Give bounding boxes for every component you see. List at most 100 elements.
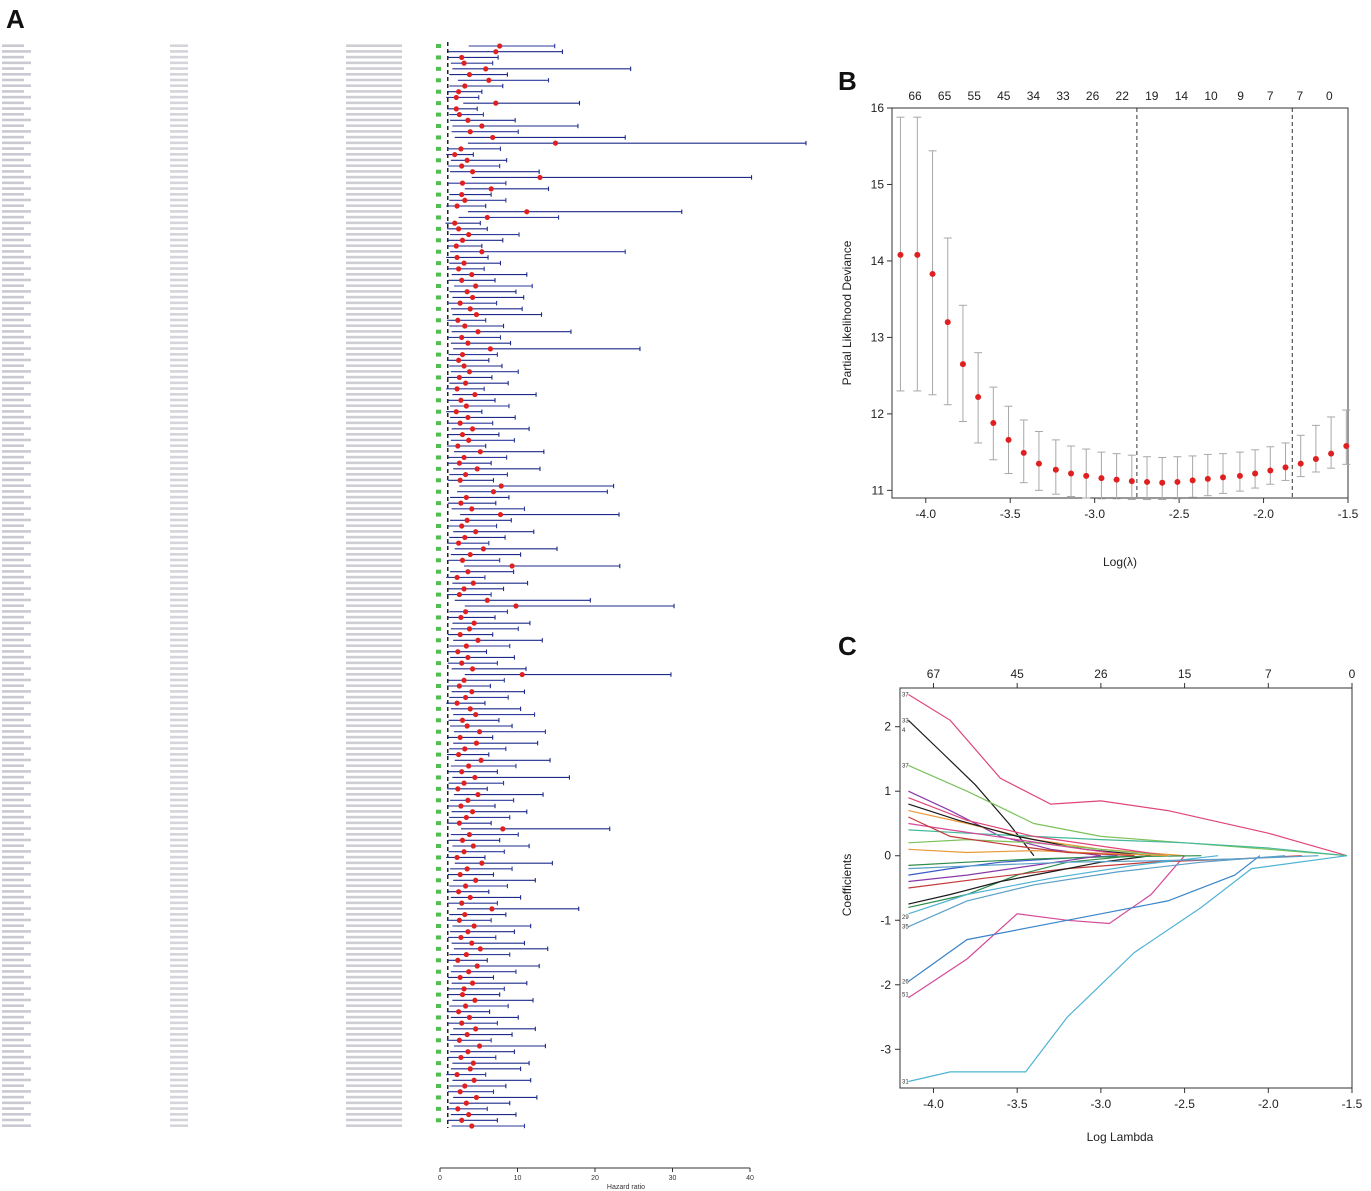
forest-hr-point: [459, 351, 466, 358]
forest-row-pvalue: [170, 661, 188, 665]
forest-row-pvalue: [170, 627, 188, 630]
forest-hr-point: [477, 449, 483, 455]
forest-row-marker: [436, 844, 441, 848]
forest-hr-point: [478, 757, 484, 763]
forest-row-hr-text: [346, 621, 402, 625]
forest-hr-point: [456, 889, 462, 895]
forest-row-hr-text: [346, 164, 402, 167]
forest-row-hr-text: [346, 55, 402, 59]
forest-hr-point: [457, 734, 463, 741]
forest-row-name: [2, 844, 24, 847]
forest-row-pvalue: [170, 272, 188, 276]
forest-row-pvalue: [170, 170, 188, 173]
forest-row-name: [2, 1078, 31, 1082]
forest-row-marker: [436, 969, 441, 974]
forest-hr-point: [458, 934, 464, 941]
coef-y-tick-label: 2: [884, 720, 891, 734]
cv-point: [1328, 450, 1335, 457]
forest-row-hr-text: [346, 1021, 402, 1025]
forest-row-hr-text: [346, 970, 402, 973]
forest-row-pvalue: [170, 295, 188, 299]
forest-row-name: [2, 770, 31, 773]
forest-row-pvalue: [170, 432, 188, 436]
forest-hr-point: [459, 277, 465, 283]
cv-point: [1343, 443, 1350, 449]
forest-row-name: [2, 118, 31, 122]
forest-hr-point: [456, 591, 462, 598]
forest-row-name: [2, 781, 31, 785]
forest-row-name: [2, 335, 31, 339]
forest-hr-point: [462, 746, 468, 752]
forest-row-pvalue: [170, 175, 188, 179]
forest-row-pvalue: [170, 461, 188, 465]
forest-row-pvalue: [170, 958, 188, 962]
forest-row-name: [2, 552, 31, 556]
forest-row-hr-text: [346, 655, 402, 659]
forest-row-pvalue: [170, 364, 188, 367]
forest-row-marker: [436, 1106, 441, 1111]
forest-row-marker: [436, 855, 441, 860]
forest-row-marker: [436, 1118, 441, 1123]
forest-row-marker: [436, 1095, 441, 1100]
cv-point: [944, 319, 951, 326]
forest-row-name: [2, 381, 31, 385]
forest-hr-point: [465, 117, 471, 123]
forest-hr-point: [459, 180, 466, 186]
forest-hr-point: [456, 540, 462, 546]
forest-row-name: [2, 798, 24, 802]
cv-x-axis-title: Log(λ): [1103, 555, 1137, 569]
forest-row-marker: [436, 695, 441, 700]
forest-rows: [445, 43, 807, 1129]
forest-row-hr-text: [346, 987, 402, 990]
forest-row-name: [2, 415, 31, 419]
forest-row-marker: [436, 809, 441, 814]
forest-row-hr-text: [346, 975, 402, 979]
forest-row-name: [2, 1044, 31, 1047]
forest-row-pvalue: [170, 752, 188, 756]
forest-row-pvalue: [170, 644, 188, 647]
forest-hr-point: [466, 71, 473, 78]
forest-row-marker: [436, 958, 441, 963]
forest-row-hr-text: [346, 832, 402, 836]
forest-hr-point: [454, 1071, 460, 1078]
forest-row-marker: [436, 752, 441, 757]
forest-row-name: [2, 1124, 31, 1127]
cv-top-tick-label: 0: [1326, 89, 1333, 103]
forest-row-hr-text: [346, 547, 402, 550]
forest-row-marker: [436, 626, 441, 631]
forest-row-hr-text: [346, 318, 402, 322]
forest-row-name: [2, 610, 31, 613]
forest-row-name: [2, 450, 31, 453]
forest-row-pvalue: [170, 370, 188, 373]
forest-row-hr-text: [346, 421, 402, 425]
forest-hr-point: [456, 917, 462, 923]
coef-left-label: 37: [902, 692, 909, 698]
forest-hr-point: [473, 740, 480, 746]
forest-row-hr-text: [346, 1118, 402, 1122]
forest-row-pvalue: [170, 444, 188, 447]
forest-row-hr-text: [346, 244, 402, 247]
forest-row-pvalue: [170, 1027, 188, 1030]
cv-y-ticks: 11 12 13 14 15 16: [871, 101, 892, 497]
forest-row-hr-text: [346, 175, 402, 179]
forest-row-marker: [436, 272, 441, 277]
forest-hr-point: [469, 980, 476, 986]
forest-row-pvalue: [170, 78, 188, 82]
cv-top-tick-label: 26: [1086, 89, 1100, 103]
forest-row-name: [2, 130, 31, 133]
coef-left-label: 29: [902, 915, 909, 921]
coef-path-line: [908, 838, 1168, 857]
forest-hr-point: [462, 380, 469, 386]
forest-row-pvalue: [170, 667, 188, 670]
forest-row-pvalue: [170, 621, 188, 625]
forest-hr-point: [471, 1077, 477, 1083]
forest-row-hr-text: [346, 272, 402, 276]
coef-path-line: [908, 829, 1348, 857]
forest-row-pvalue: [170, 570, 188, 573]
forest-row-name: [2, 804, 31, 807]
forest-row-name: [2, 775, 24, 779]
forest-x-tick-label: 10: [514, 1175, 522, 1182]
forest-row-pvalue: [170, 278, 188, 282]
forest-row-pvalue: [170, 930, 188, 933]
